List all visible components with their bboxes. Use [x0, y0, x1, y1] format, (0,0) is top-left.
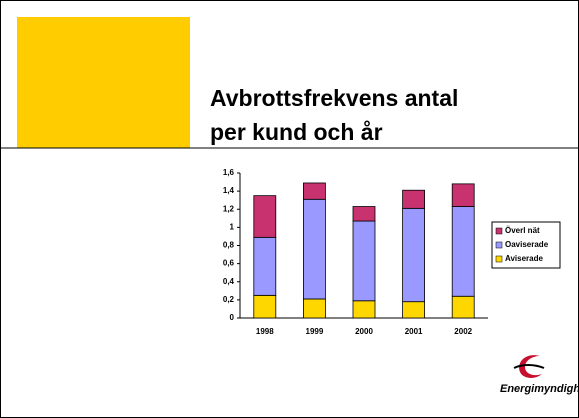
legend-label: Oaviserade: [505, 240, 549, 249]
y-tick-label: 1,4: [223, 186, 235, 195]
bar-segment: [352, 220, 376, 302]
logo-icon: [519, 355, 542, 378]
x-tick-label: 1999: [306, 327, 324, 336]
logo-swoosh: [513, 364, 545, 369]
bar-segment: [352, 300, 376, 319]
legend-swatch: [495, 241, 503, 249]
y-tick-label: 1,6: [223, 168, 235, 177]
x-tick-label: 1998: [256, 327, 274, 336]
bar-segment: [451, 295, 475, 319]
x-tick-label: 2002: [454, 327, 472, 336]
y-tick-label: 0,6: [223, 259, 235, 268]
bar-segment: [302, 182, 326, 200]
y-tick-label: 0,4: [223, 277, 235, 286]
bar-segment: [302, 198, 326, 300]
legend-box: [491, 221, 561, 269]
bar-segment: [402, 207, 426, 303]
y-tick-label: 0,8: [223, 241, 235, 250]
legend-swatch: [495, 227, 503, 235]
logo-text: Energimyndigheten: [500, 383, 579, 395]
x-tick-label: 2001: [405, 327, 423, 336]
y-tick-label: 0,2: [223, 295, 235, 304]
bar-segment: [402, 301, 426, 319]
bar-segment: [402, 189, 426, 209]
y-tick-label: 1: [230, 222, 235, 231]
yellow-block: [17, 17, 190, 148]
bar-segment: [352, 206, 376, 222]
legend-swatch: [495, 255, 503, 263]
y-tick-label: 0: [230, 313, 235, 322]
x-tick-label: 2000: [355, 327, 373, 336]
title-line: per kund och år: [210, 119, 383, 145]
bar-segment: [451, 183, 475, 207]
title-line: Avbrottsfrekvens antal: [210, 85, 458, 111]
legend-label: Aviserade: [505, 254, 544, 263]
y-tick-label: 1,2: [223, 204, 235, 213]
bar-segment: [253, 195, 277, 238]
bar-segment: [302, 298, 326, 319]
legend-label: Överl nät: [505, 226, 540, 235]
bar-segment: [253, 294, 277, 319]
bar-segment: [253, 236, 277, 296]
bar-segment: [451, 206, 475, 297]
